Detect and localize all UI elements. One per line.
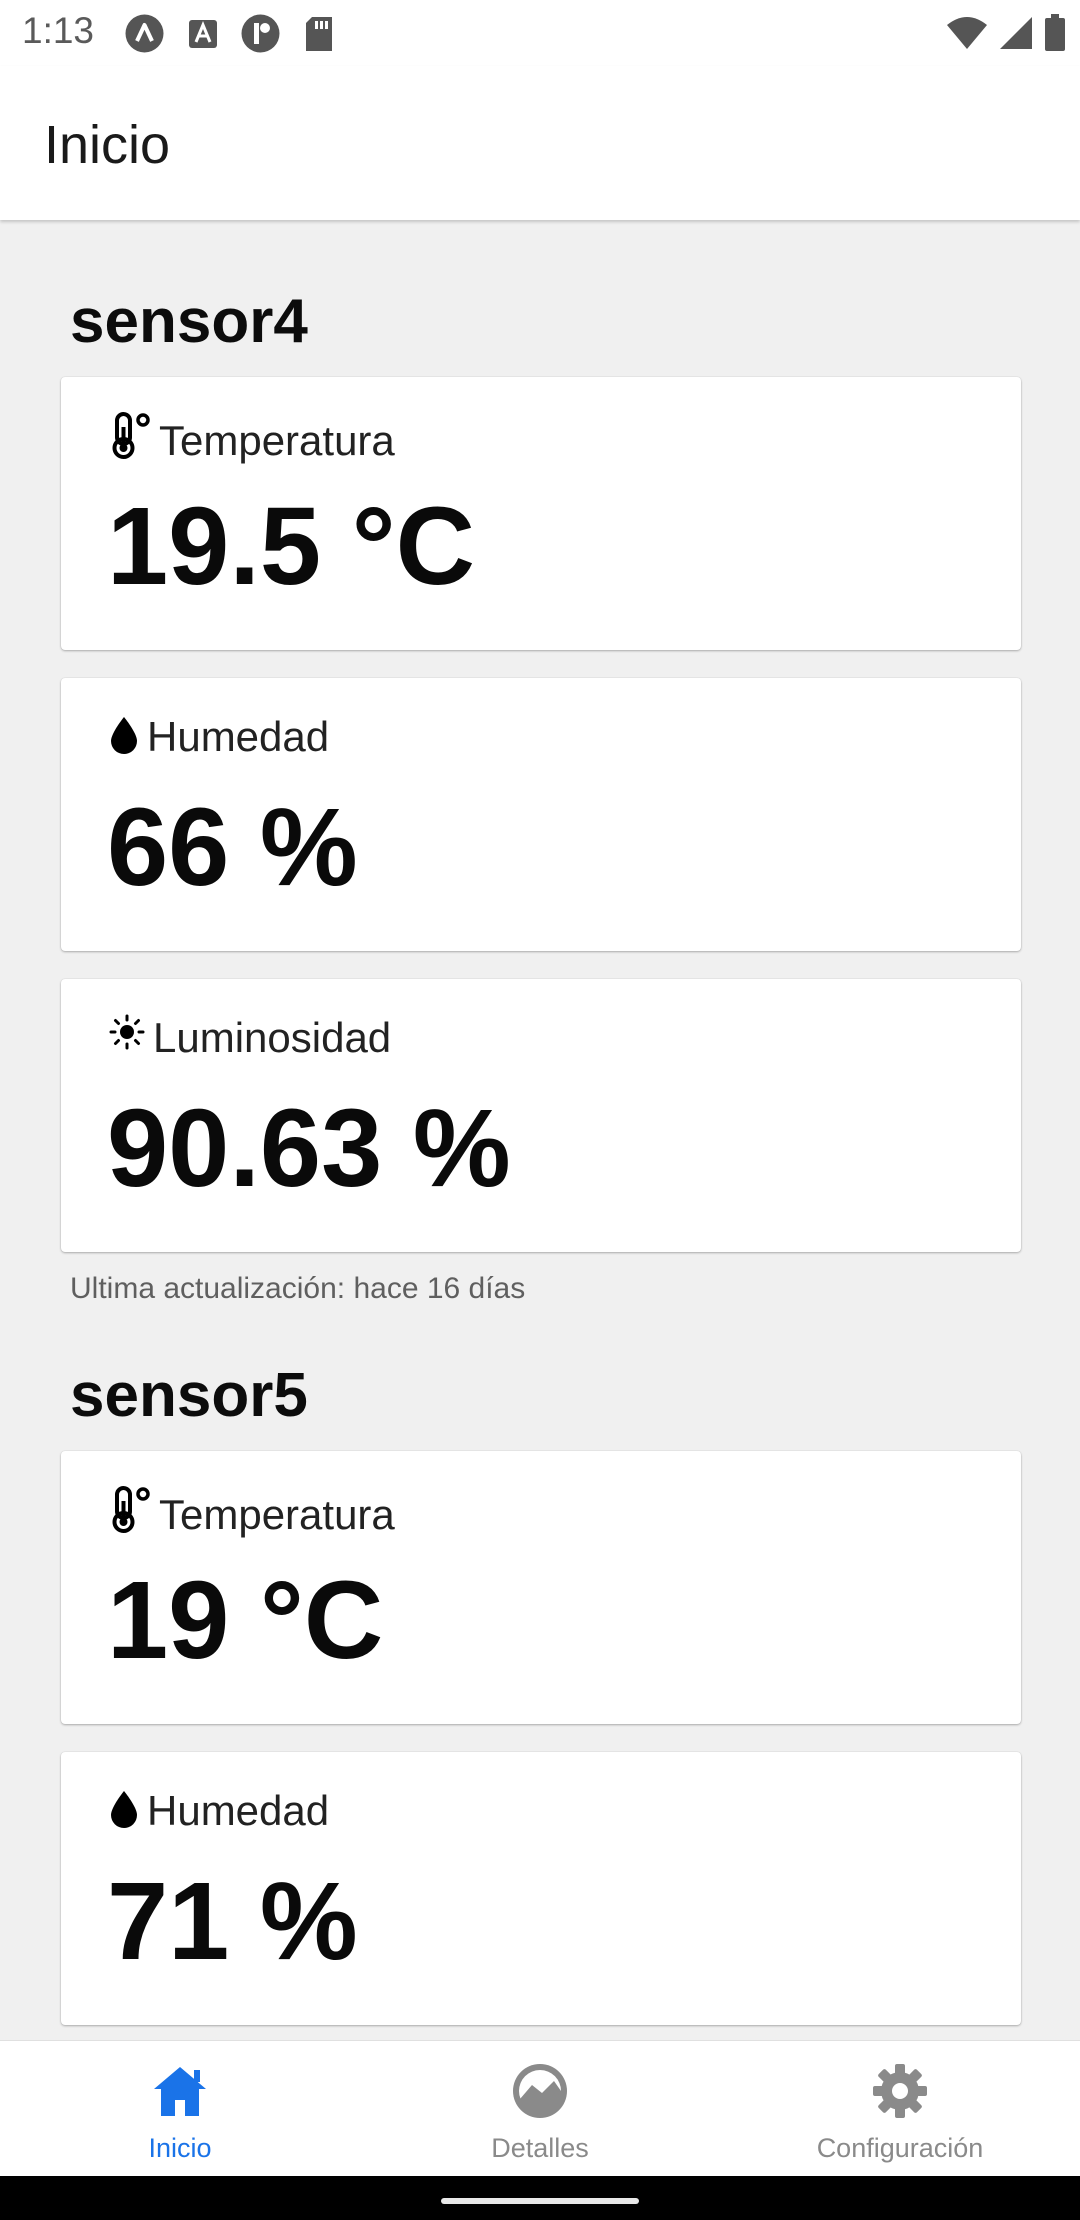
card-label: Humedad	[147, 713, 330, 760]
thermometer-icon	[107, 411, 153, 466]
card-label-row: Humedad	[107, 712, 329, 762]
card-label: Luminosidad	[153, 1014, 392, 1061]
nav-label: Configuración	[816, 2133, 984, 2163]
status-notification-icons	[124, 13, 339, 54]
sensor-list[interactable]: sensor4 Temperatura 19.5 °C Humedad 66 %…	[0, 220, 1080, 2040]
sensor-card-temperature: Temperatura 19.5 °C	[61, 377, 1021, 650]
battery-icon	[1044, 14, 1066, 57]
luminosity-value: 90.63 %	[107, 1087, 511, 1210]
home-gesture-handle[interactable]	[441, 2198, 639, 2204]
status-bar: 1:13	[0, 0, 1080, 66]
sensor-title: sensor4	[70, 287, 308, 356]
temperature-value: 19.5 °C	[107, 485, 476, 608]
sensor-title: sensor5	[70, 1361, 308, 1430]
assistant-icon	[124, 13, 165, 54]
humidity-value: 71 %	[107, 1860, 358, 1983]
nav-item-inicio[interactable]: Inicio	[0, 2041, 360, 2177]
status-system-icons	[946, 14, 1066, 57]
bottom-navigation: Inicio Detalles Configuración	[0, 2040, 1080, 2176]
sensor-card-luminosity: Luminosidad 90.63 %	[61, 979, 1021, 1252]
water-drop-icon	[107, 713, 141, 762]
card-label: Temperatura	[159, 1491, 395, 1538]
card-label-row: Temperatura	[107, 411, 395, 466]
details-icon	[508, 2059, 572, 2123]
thermometer-icon	[107, 1485, 153, 1540]
status-time: 1:13	[22, 10, 95, 51]
humidity-value: 66 %	[107, 786, 358, 909]
card-label: Humedad	[147, 1787, 330, 1834]
card-label: Temperatura	[159, 417, 395, 464]
card-label-row: Temperatura	[107, 1485, 395, 1540]
app-bar: Inicio	[0, 66, 1080, 220]
nav-label: Inicio	[148, 2133, 212, 2163]
sd-card-icon	[298, 13, 339, 54]
sun-icon	[107, 1014, 147, 1063]
font-icon	[182, 13, 223, 54]
signal-icon	[998, 15, 1034, 56]
temperature-value: 19 °C	[107, 1559, 384, 1682]
page-title: Inicio	[44, 115, 171, 175]
nav-item-detalles[interactable]: Detalles	[360, 2041, 720, 2177]
water-drop-icon	[107, 1787, 141, 1836]
nav-item-configuracion[interactable]: Configuración	[720, 2041, 1080, 2177]
card-label-row: Humedad	[107, 1786, 329, 1836]
gear-icon	[868, 2059, 932, 2123]
last-update-text: Ultima actualización: hace 16 días	[70, 1272, 526, 1305]
card-label-row: Luminosidad	[107, 1013, 391, 1063]
system-gesture-bar	[0, 2176, 1080, 2220]
wifi-icon	[946, 15, 988, 56]
nav-label: Detalles	[491, 2133, 589, 2163]
accessibility-icon	[240, 13, 281, 54]
sensor-card-humidity: Humedad 71 %	[61, 1752, 1021, 2025]
home-icon	[148, 2059, 212, 2123]
sensor-card-humidity: Humedad 66 %	[61, 678, 1021, 951]
sensor-card-temperature: Temperatura 19 °C	[61, 1451, 1021, 1724]
